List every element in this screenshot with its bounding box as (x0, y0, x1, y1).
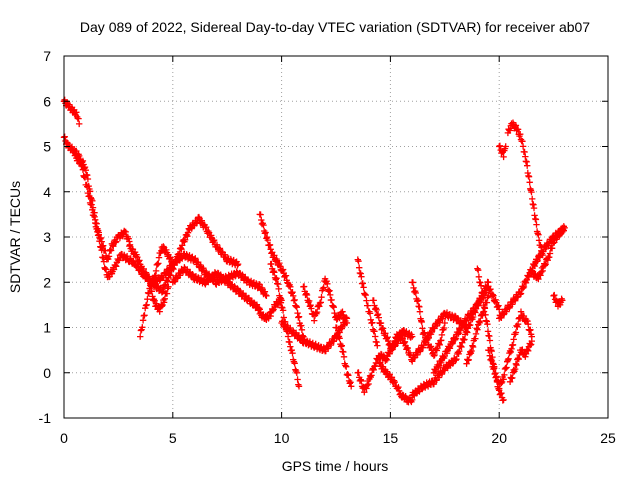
x-tick-label: 5 (169, 430, 177, 446)
plus-markers (387, 309, 470, 365)
x-tick-label: 20 (491, 430, 507, 446)
y-tick-label: 7 (43, 48, 51, 64)
plus-markers (430, 283, 503, 376)
chart-title: Day 089 of 2022, Sidereal Day-to-day VTE… (80, 19, 590, 35)
series-track-30 (550, 291, 566, 310)
y-tick-label: 1 (43, 320, 51, 336)
series-track-29 (506, 337, 535, 385)
series-track-16 (369, 297, 394, 349)
x-tick-label: 10 (274, 430, 290, 446)
plus-markers (71, 151, 133, 263)
series-track-18 (387, 309, 470, 365)
y-tick-label: 5 (43, 139, 51, 155)
plus-markers (332, 324, 355, 390)
series-track-13 (332, 324, 355, 390)
y-tick-label: 6 (43, 93, 51, 109)
data-points (60, 96, 568, 406)
plus-markers (256, 296, 285, 323)
x-axis-label: GPS time / hours (282, 458, 389, 474)
plus-markers (369, 297, 394, 349)
series-track-14 (354, 256, 381, 349)
y-tick-label: 2 (43, 274, 51, 290)
series-track-19 (409, 279, 448, 359)
x-axis-ticks: 0 5 10 15 20 25 (60, 56, 616, 446)
series-track-17 (376, 359, 416, 406)
series-track-28 (528, 224, 568, 283)
plus-markers (126, 213, 242, 296)
plus-markers (169, 264, 263, 314)
series-track-8 (256, 211, 307, 340)
x-tick-label: 0 (60, 430, 68, 446)
series-track-21 (430, 283, 503, 376)
plus-markers (504, 119, 546, 259)
series-track-12 (300, 275, 351, 327)
y-tick-label: -1 (39, 410, 52, 426)
plus-markers (256, 211, 307, 340)
series-track-9 (256, 296, 285, 323)
x-tick-label: 25 (600, 430, 616, 446)
series-track-24 (485, 308, 535, 392)
series-track-3 (71, 151, 133, 263)
series-track-22 (463, 292, 492, 367)
x-tick-label: 15 (383, 430, 399, 446)
plus-markers (550, 291, 566, 310)
plus-markers (409, 279, 448, 359)
series-track-7 (169, 264, 263, 314)
plus-markers (376, 359, 416, 406)
y-tick-label: 0 (43, 365, 51, 381)
plus-markers (147, 283, 172, 315)
plus-markers (137, 243, 176, 340)
y-axis-label: SDTVAR / TECUs (7, 181, 23, 293)
plus-markers (485, 308, 535, 392)
plus-markers (354, 256, 381, 349)
series-track-6 (147, 283, 172, 315)
y-tick-label: 4 (43, 184, 51, 200)
series-track-5 (137, 243, 176, 340)
plus-markers (300, 275, 351, 327)
series-track-25 (496, 142, 509, 161)
plus-markers (506, 337, 535, 385)
grid (64, 56, 608, 418)
plus-markers (528, 224, 568, 283)
plus-markers (496, 142, 509, 161)
series-track-4 (126, 213, 242, 296)
y-axis-ticks: -1 0 1 2 3 4 5 6 7 (39, 48, 608, 426)
plus-markers (463, 292, 492, 367)
y-tick-label: 3 (43, 229, 51, 245)
series-track-26 (504, 119, 546, 259)
